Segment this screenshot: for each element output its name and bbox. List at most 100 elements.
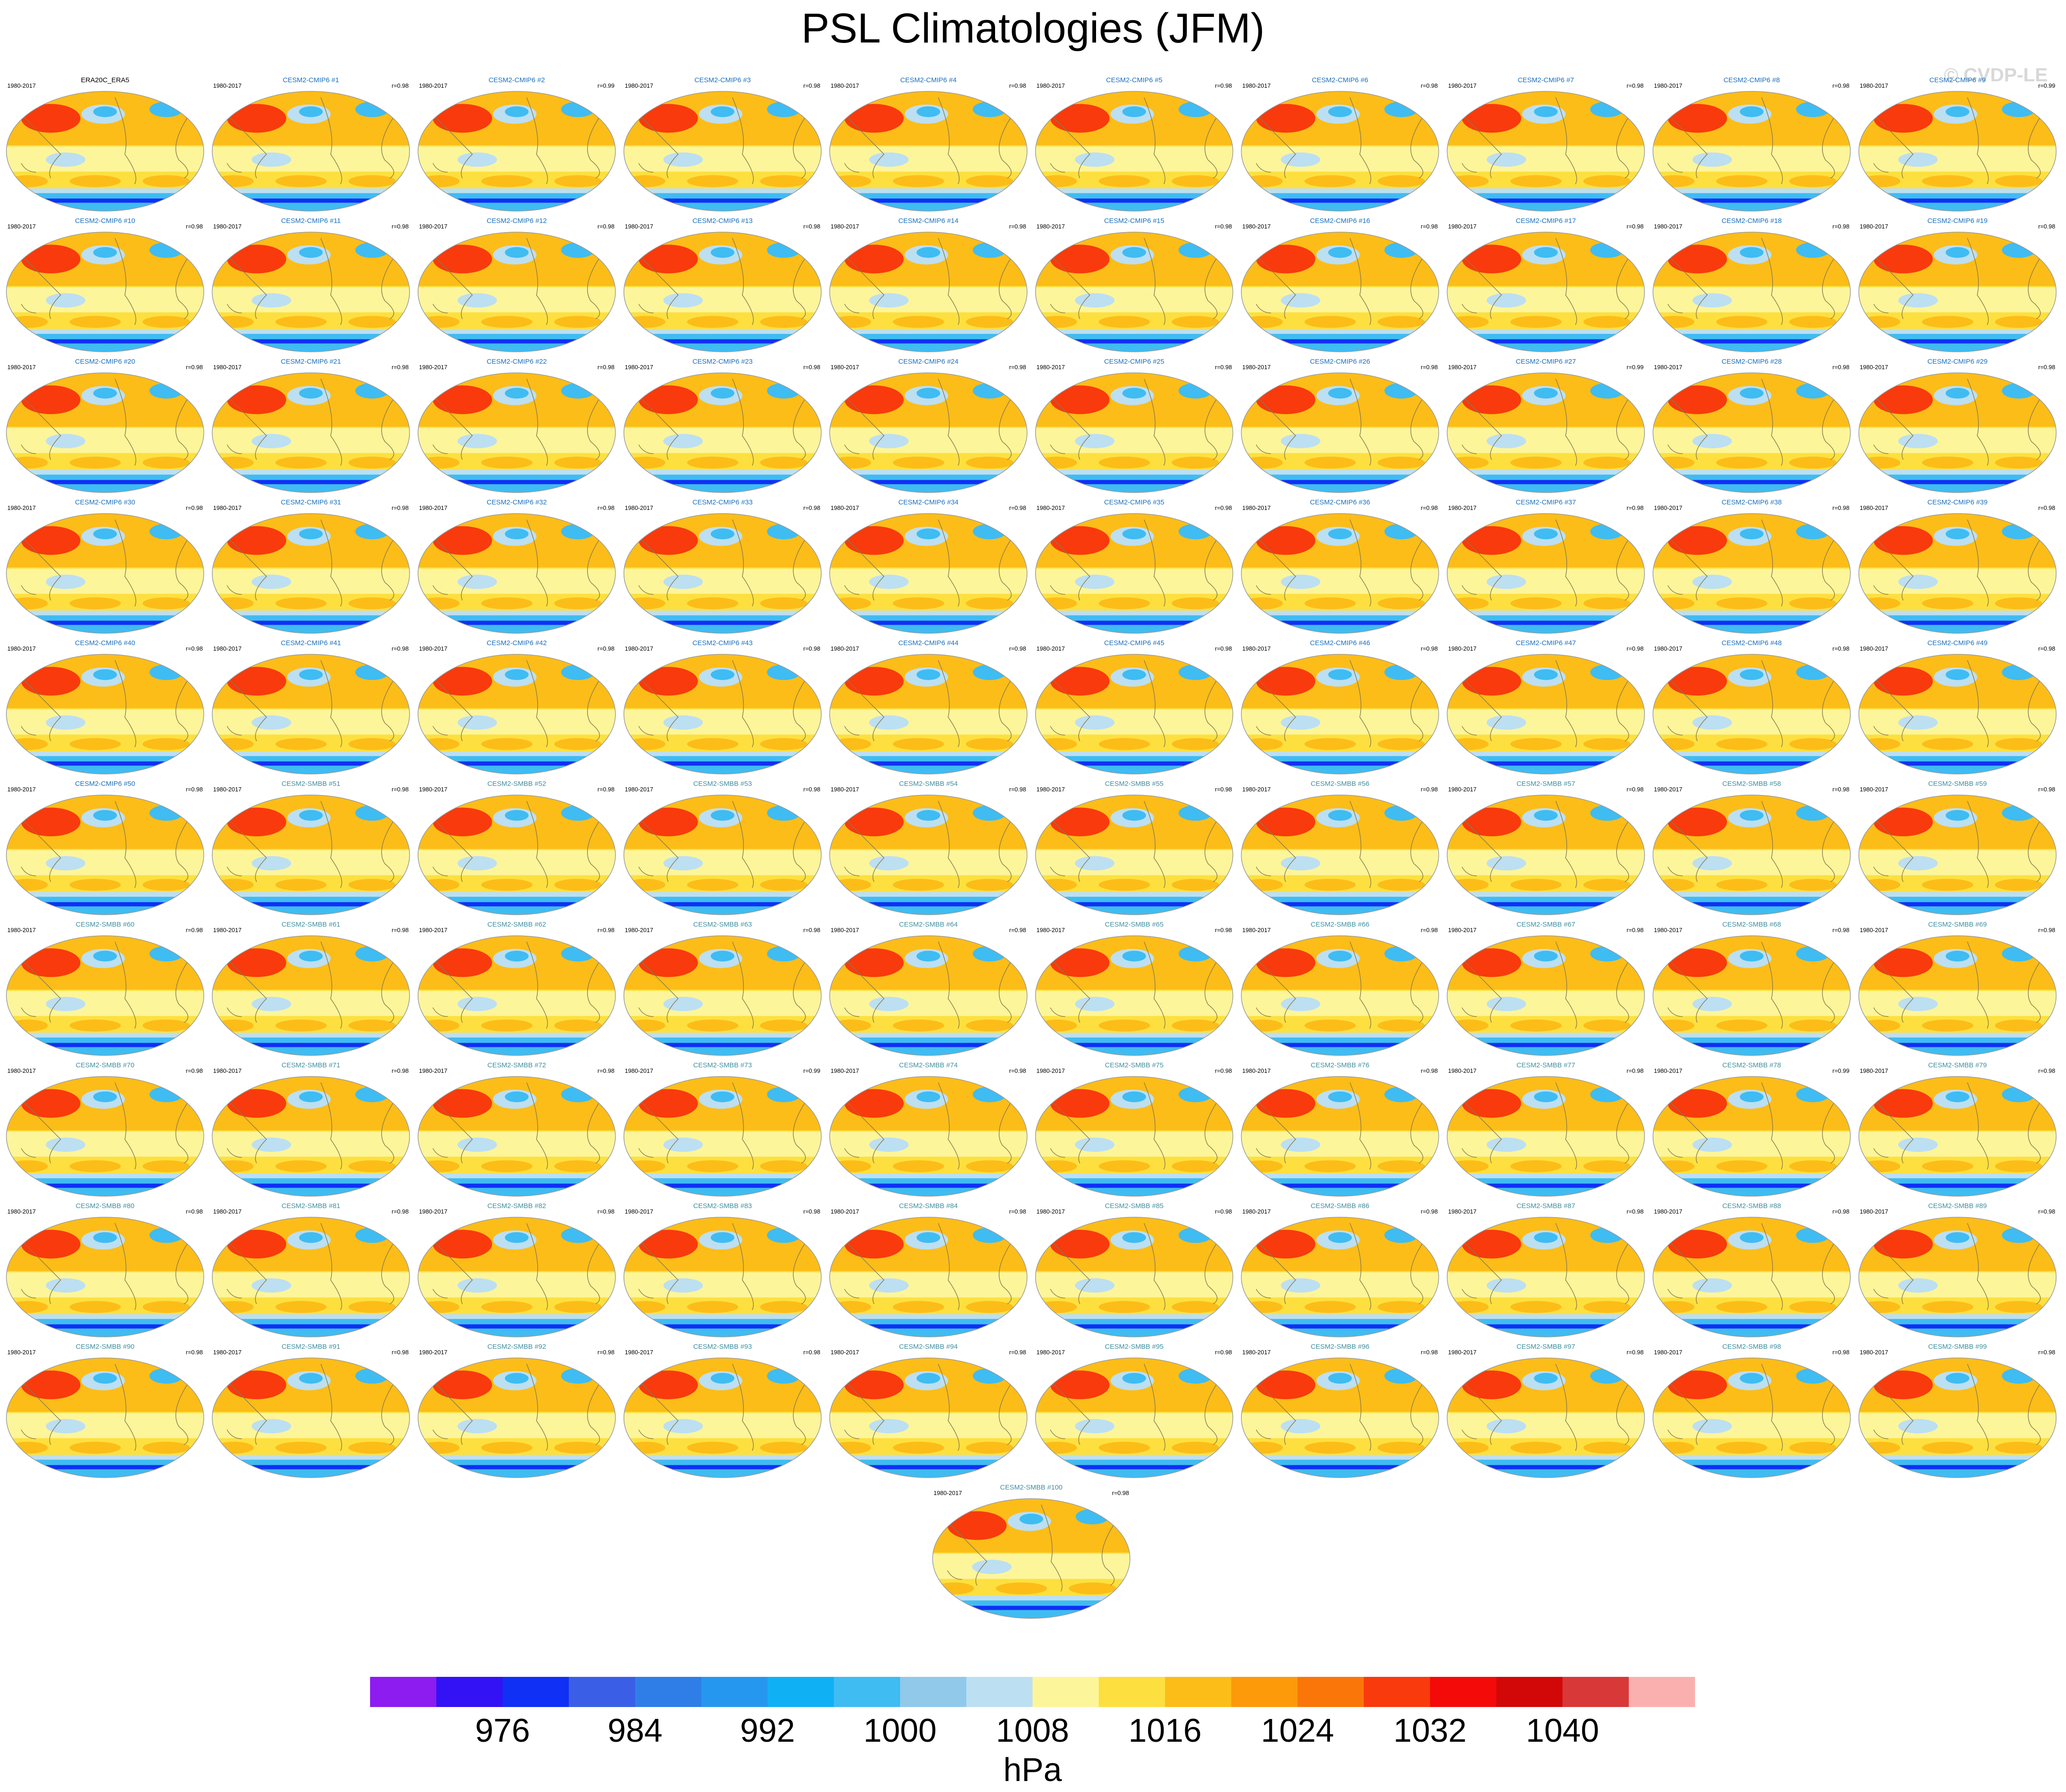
panel-name: CESM2-SMBB #77 — [1516, 1061, 1575, 1069]
panel-period: 1980-2017 — [933, 1490, 962, 1496]
aleutian-low — [1328, 810, 1352, 821]
map-outline — [1858, 795, 2057, 915]
aleutian-low — [93, 1091, 117, 1103]
panel-correlation: r=0.98 — [1421, 1208, 1438, 1215]
siberian-high — [1668, 1089, 1727, 1118]
panel-period: 1980-2017 — [419, 645, 447, 652]
coastline — [1144, 1082, 1165, 1170]
panel-correlation: r=0.98 — [1626, 927, 1643, 933]
map-outline — [829, 513, 1028, 634]
map-outline — [1653, 1217, 1851, 1337]
coastline — [1822, 678, 1836, 742]
siberian-high — [227, 104, 286, 133]
coastline — [1868, 953, 1914, 1023]
map-panel: CESM2-SMBB #74 1980-2017 r=0.98 — [829, 1061, 1028, 1197]
warm-pool-low — [46, 434, 85, 449]
coastline — [1822, 1100, 1836, 1164]
siberian-high — [638, 667, 698, 696]
coastline — [432, 866, 448, 876]
map-outline — [1446, 372, 1645, 493]
panel-period: 1980-2017 — [1037, 364, 1065, 371]
map-outline — [1858, 1357, 2057, 1478]
warm-pool-low — [457, 1419, 497, 1434]
aleutian-low — [93, 1232, 117, 1243]
warm-pool-low — [1692, 1278, 1732, 1293]
coastline — [999, 115, 1013, 179]
panel-correlation: r=0.98 — [1215, 1067, 1232, 1074]
coastline — [1050, 1288, 1065, 1299]
coastline — [938, 238, 960, 325]
coastline — [1868, 1235, 1914, 1304]
map-outline — [1653, 1357, 1851, 1478]
coastline — [1045, 531, 1091, 601]
aleutian-low — [710, 1232, 735, 1243]
panel-correlation: r=0.98 — [1215, 645, 1232, 652]
panel-period: 1980-2017 — [7, 1208, 36, 1215]
map-outline — [212, 232, 410, 352]
panel-name: CESM2-CMIP6 #5 — [1106, 76, 1162, 84]
panel-correlation: r=0.98 — [803, 1208, 820, 1215]
panel-period: 1980-2017 — [213, 82, 242, 89]
map-panel: CESM2-CMIP6 #19 1980-2017 r=0.98 — [1858, 217, 2057, 352]
coastline — [21, 1288, 36, 1299]
panel-correlation: r=0.98 — [2038, 364, 2055, 371]
coastline — [428, 531, 473, 601]
coastline — [432, 303, 448, 313]
panel-correlation: r=0.98 — [392, 786, 408, 793]
coastline — [2028, 256, 2042, 319]
panel-period: 1980-2017 — [419, 223, 447, 230]
map-outline — [1446, 1217, 1645, 1337]
coastline — [526, 1363, 548, 1451]
panel-name: CESM2-SMBB #94 — [899, 1343, 958, 1351]
coastline — [320, 97, 342, 185]
siberian-high — [1668, 948, 1727, 977]
coastline — [1144, 1223, 1165, 1310]
map-outline — [1035, 513, 1234, 634]
map-panel: CESM2-CMIP6 #46 1980-2017 r=0.98 — [1241, 639, 1439, 774]
page-title: PSL Climatologies (JFM) — [801, 5, 1265, 52]
coastline — [381, 397, 395, 460]
map-outline — [212, 1076, 410, 1197]
coastline — [114, 801, 137, 888]
panel-name: CESM2-CMIP6 #41 — [281, 639, 341, 647]
coastline — [938, 519, 960, 607]
warm-pool-low — [1898, 1419, 1938, 1434]
warm-pool-low — [457, 434, 497, 449]
warm-pool-low — [1075, 1137, 1115, 1152]
panel-correlation: r=0.98 — [803, 645, 820, 652]
map-panel: CESM2-CMIP6 #34 1980-2017 r=0.98 — [829, 498, 1028, 634]
coastline — [432, 585, 448, 595]
coastline — [1822, 960, 1836, 1023]
panel-correlation: r=0.98 — [1421, 786, 1438, 793]
coastline — [1050, 585, 1065, 595]
coastline — [1255, 1007, 1271, 1017]
coastline — [1868, 1375, 1914, 1445]
coastline — [16, 953, 61, 1023]
coastline — [1761, 519, 1783, 607]
coastline — [1349, 238, 1372, 325]
coastline — [381, 537, 395, 601]
coastline — [16, 1235, 61, 1304]
aleutian-low — [1328, 1373, 1352, 1384]
coastline — [999, 819, 1013, 882]
panel-name: CESM2-SMBB #90 — [76, 1343, 134, 1351]
panel-correlation: r=0.98 — [186, 1349, 203, 1356]
panel-period: 1980-2017 — [625, 927, 653, 933]
panel-name: CESM2-CMIP6 #34 — [898, 498, 959, 506]
map-panel: CESM2-CMIP6 #27 1980-2017 r=0.99 — [1446, 358, 1645, 493]
colorbar-swatch — [966, 1677, 1033, 1707]
map-panel: CESM2-CMIP6 #38 1980-2017 r=0.98 — [1653, 498, 1851, 634]
panel-correlation: r=0.98 — [803, 82, 820, 89]
panel-name: CESM2-CMIP6 #40 — [75, 639, 135, 647]
coastline — [1761, 378, 1783, 466]
map-panel: CESM2-CMIP6 #39 1980-2017 r=0.98 — [1858, 498, 2057, 634]
coastline — [947, 1570, 963, 1580]
coastline — [175, 678, 190, 742]
warm-pool-low — [1486, 1278, 1526, 1293]
coastline — [1255, 444, 1271, 454]
map-outline — [1653, 935, 1851, 1056]
map-panel: CESM2-CMIP6 #33 1980-2017 r=0.98 — [623, 498, 822, 634]
panel-correlation: r=0.98 — [392, 223, 408, 230]
coastline — [2028, 537, 2042, 601]
siberian-high — [227, 526, 286, 555]
